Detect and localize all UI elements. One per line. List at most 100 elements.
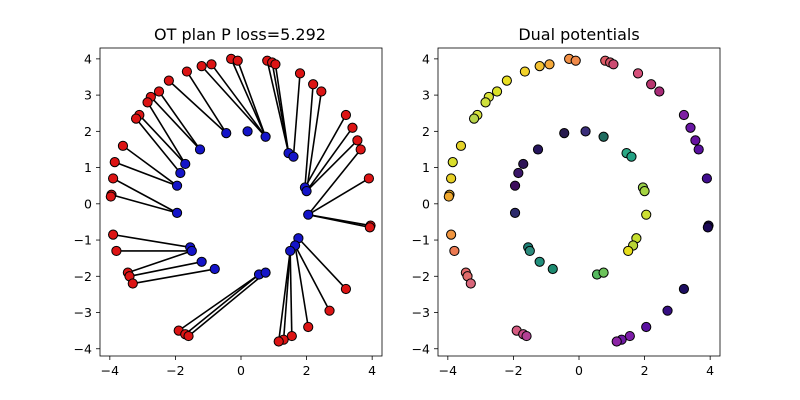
y-tick-label: 0 (84, 196, 92, 211)
transport-line (294, 245, 331, 312)
x-tick-label: 0 (575, 363, 583, 378)
target-point (127, 278, 138, 289)
transport-line (305, 127, 354, 192)
potential-point (544, 59, 555, 70)
transport-line (135, 118, 181, 174)
source-point (194, 144, 206, 155)
target-point (111, 245, 122, 257)
target-point (316, 86, 327, 97)
target-point (206, 59, 217, 70)
source-point (221, 128, 232, 139)
x-tick-label: −2 (504, 363, 522, 378)
transport-line (184, 273, 260, 335)
target-point (303, 321, 314, 333)
source-point (301, 186, 312, 197)
source-point (285, 245, 296, 257)
y-tick-label: 3 (84, 88, 92, 103)
transport-line (297, 237, 347, 290)
x-tick-label: 0 (237, 363, 245, 378)
y-tick-label: −3 (412, 305, 430, 320)
target-point (294, 68, 306, 79)
transport-line (307, 148, 362, 216)
y-tick-label: −4 (412, 341, 430, 356)
target-point (108, 173, 119, 184)
potential-point (690, 135, 701, 146)
source-point (175, 167, 186, 179)
potential-point (509, 207, 521, 218)
transport-line (178, 273, 260, 332)
dual-potentials-title: Dual potentials (518, 25, 639, 44)
potential-point (447, 157, 458, 168)
potential-point (513, 167, 524, 179)
x-tick-label: 4 (368, 363, 376, 378)
potential-point (702, 222, 713, 233)
potential-point (624, 330, 635, 342)
potential-point (641, 209, 652, 220)
target-point (183, 330, 194, 342)
x-tick-label: 2 (303, 363, 311, 378)
potential-point (632, 68, 644, 79)
source-point (303, 209, 314, 220)
target-point (105, 191, 116, 202)
target-point (352, 135, 363, 146)
transport-line (201, 65, 267, 138)
target-point (347, 122, 358, 133)
transport-line (188, 272, 267, 337)
x-tick-label: −4 (101, 363, 119, 378)
transport-line (129, 261, 202, 278)
target-point (130, 113, 142, 124)
ot-plan-title: OT plan P loss=5.292 (154, 25, 326, 44)
potential-point (678, 283, 690, 295)
target-point (142, 97, 153, 108)
transport-line (289, 250, 293, 337)
transport-line (304, 84, 314, 188)
potential-point (547, 263, 558, 275)
potential-point (701, 173, 712, 184)
source-point (288, 151, 299, 162)
y-tick-label: 0 (422, 196, 430, 211)
potential-point (519, 66, 530, 77)
transport-line (230, 58, 267, 138)
transport-line (132, 268, 215, 285)
potential-point (693, 144, 704, 155)
source-point (171, 180, 183, 191)
transport-line (236, 60, 267, 138)
x-tick-label: −4 (439, 363, 457, 378)
source-point (186, 245, 197, 257)
potential-point (623, 245, 634, 257)
y-tick-label: −1 (412, 233, 430, 248)
potential-point (639, 186, 650, 197)
ot-plan-plot (105, 53, 376, 347)
target-point (153, 86, 165, 97)
y-tick-label: 4 (84, 51, 92, 66)
potential-point (534, 61, 545, 72)
transport-line (186, 71, 227, 134)
potential-point (685, 122, 696, 133)
target-point (324, 305, 335, 316)
transport-line (305, 91, 323, 192)
transport-line (274, 64, 290, 154)
potential-point (449, 245, 460, 257)
transport-line (304, 114, 347, 188)
dual-potentials-ticks: −4 −2 0 2 4 −4 −3 −2 −1 0 1 2 3 4 (412, 51, 715, 378)
transport-line (308, 213, 371, 229)
potential-point (570, 55, 581, 66)
transport-line (127, 250, 193, 274)
potential-point (559, 128, 570, 139)
transport-line (122, 145, 178, 187)
y-tick-label: 2 (422, 124, 430, 139)
potential-point (654, 86, 665, 97)
target-point (163, 75, 174, 86)
potential-point (501, 75, 512, 86)
y-tick-label: −3 (74, 305, 92, 320)
potential-point (580, 126, 591, 137)
source-point (196, 256, 207, 267)
source-point (171, 207, 183, 218)
target-point (108, 229, 119, 240)
potential-point (509, 180, 521, 191)
target-point (117, 140, 129, 151)
y-tick-label: −1 (74, 233, 92, 248)
transport-line (306, 139, 358, 192)
x-tick-label: −2 (166, 363, 184, 378)
target-point (363, 173, 374, 184)
